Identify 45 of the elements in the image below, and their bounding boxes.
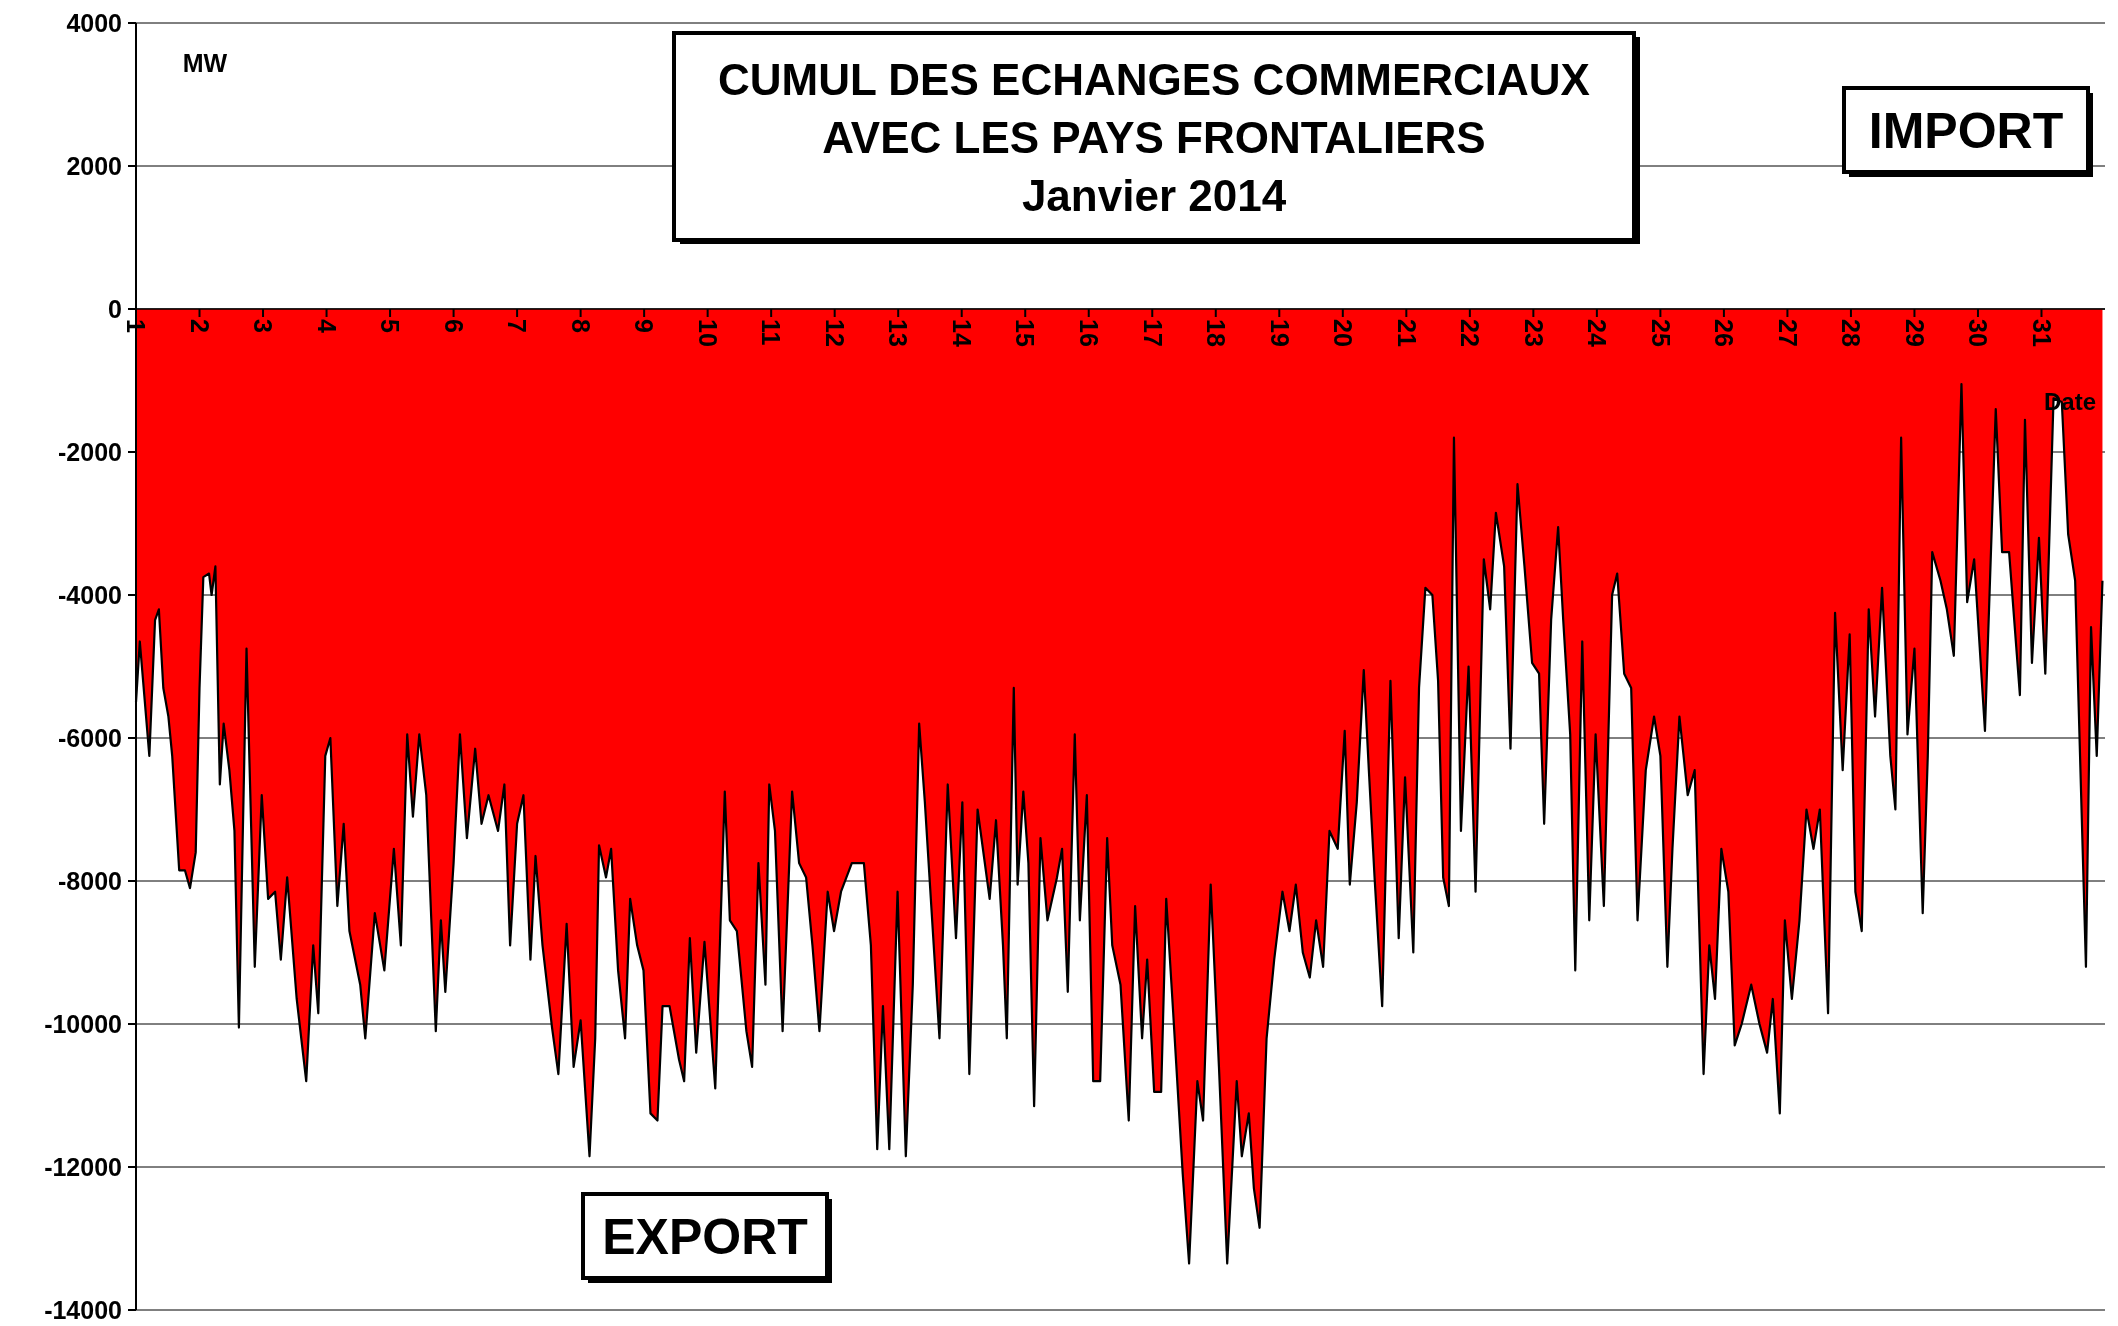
x-tick-label: 20 [1329,319,1358,347]
x-tick-label: 24 [1583,319,1612,347]
y-tick-label: 0 [108,294,122,323]
x-tick-label: 29 [1900,319,1929,347]
x-tick-label: 26 [1710,319,1739,347]
x-tick-label: 25 [1646,319,1675,347]
y-tick-label: -12000 [44,1152,122,1181]
x-tick-label: 4 [312,319,341,333]
x-tick-label: 15 [1011,319,1040,347]
x-tick-label: 22 [1456,319,1485,347]
x-tick-label: 8 [566,319,595,333]
annotation: MW [182,48,228,77]
x-tick-label: 13 [884,319,913,347]
text: Janvier 2014 [1021,171,1287,220]
x-tick-label: 31 [2027,319,2056,347]
x-tick-label: 11 [757,319,786,346]
x-tick-label: 17 [1138,319,1167,347]
x-tick-label: 10 [693,319,722,347]
annotation: IMPORT [1868,102,2064,159]
x-tick-label: 18 [1202,319,1231,347]
x-tick-label: 16 [1074,319,1103,347]
y-tick-label: -10000 [44,1009,122,1038]
y-tick-label: -14000 [44,1295,122,1324]
annotation: EXPORT [602,1208,808,1265]
text: CUMUL DES ECHANGES COMMERCIAUX AVEC LES PAYS FRONTALIERS [718,55,1590,162]
y-tick-label: 2000 [66,151,122,180]
x-tick-label: 28 [1837,319,1866,347]
x-tick-label: 6 [439,319,468,333]
x-tick-label: 27 [1773,319,1802,347]
x-tick-label: 14 [947,319,976,347]
y-tick-label: -4000 [58,580,122,609]
x-tick-label: 19 [1265,319,1294,347]
x-tick-label: 7 [503,319,532,333]
x-tick-label: 5 [376,319,405,333]
y-tick-label: -8000 [58,866,122,895]
x-tick-label: 2 [185,319,214,333]
x-tick-label: 30 [1964,319,1993,347]
x-tick-label: 23 [1519,319,1548,347]
x-tick-label: 12 [820,319,849,347]
x-tick-label: 3 [249,319,278,333]
y-tick-label: -6000 [58,723,122,752]
y-tick-label: -2000 [58,437,122,466]
y-tick-label: 4000 [66,8,122,37]
x-tick-label: 21 [1392,319,1421,347]
x-tick-label: 9 [630,319,659,333]
